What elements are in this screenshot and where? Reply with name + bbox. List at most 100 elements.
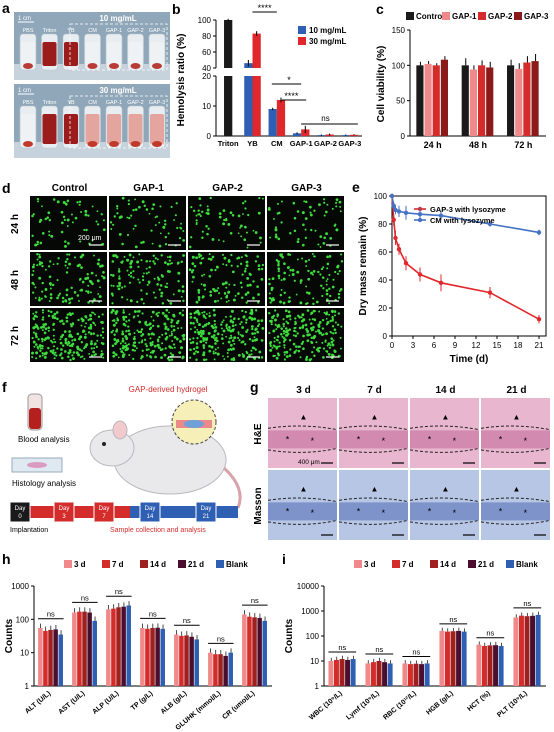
- cell-dot: [80, 266, 83, 270]
- cell-dot: [223, 256, 227, 260]
- legend-swatch: [506, 560, 514, 568]
- cell-dot: [174, 214, 177, 217]
- cell-dot: [329, 237, 333, 240]
- triangle-marker: ▲: [513, 413, 521, 422]
- series-line: [391, 195, 540, 234]
- cell-dot: [194, 350, 197, 353]
- timeline-day-number: 7: [102, 514, 106, 520]
- cell-dot: [285, 355, 289, 359]
- cell-dot: [44, 268, 47, 271]
- cell-dot: [33, 314, 37, 318]
- cell-dot: [237, 318, 240, 321]
- x-tick-label: 21: [535, 341, 544, 350]
- cell-dot: [222, 319, 225, 322]
- cell-dot: [195, 256, 199, 260]
- cell-dot: [173, 325, 176, 328]
- cell-dot: [297, 349, 301, 353]
- cell-dot: [245, 231, 248, 234]
- cell-dot: [81, 355, 84, 358]
- legend-label: GAP-3: [524, 12, 549, 21]
- cell-dot: [313, 346, 316, 349]
- triangle-marker: ▲: [442, 413, 450, 422]
- asterisk-marker: *: [357, 435, 361, 445]
- cell-dot: [283, 344, 286, 347]
- cell-dot: [222, 222, 226, 226]
- column-header: GAP-2: [212, 183, 243, 194]
- cell-dot: [333, 350, 337, 353]
- sig-annotation: ns: [115, 587, 123, 596]
- cell-dot: [283, 351, 286, 354]
- sig-annotation: ns: [412, 647, 420, 656]
- bar: [450, 631, 456, 686]
- panel-label-d: d: [2, 180, 11, 196]
- cell-dot: [141, 349, 144, 352]
- blood-analysis-label: Blood analysis: [18, 435, 70, 444]
- cell-dot: [243, 269, 247, 273]
- cell-dot: [82, 329, 85, 333]
- cell-dot: [315, 300, 319, 304]
- cell-dot: [77, 318, 80, 322]
- cell-dot: [181, 313, 185, 317]
- cell-dot: [32, 291, 35, 294]
- cell-dot: [313, 255, 316, 258]
- cell-dot: [339, 288, 343, 291]
- cell-dot: [143, 338, 147, 341]
- tissue-band: [268, 430, 337, 449]
- cell-dot: [189, 341, 193, 345]
- cell-dot: [44, 288, 48, 291]
- cell-dot: [126, 269, 129, 272]
- tube-label: CM: [88, 28, 97, 34]
- cell-dot: [167, 317, 170, 321]
- cell-dot: [205, 341, 208, 344]
- cell-dot: [318, 329, 321, 332]
- x-tick-label: 24 h: [424, 140, 442, 150]
- cell-dot: [301, 257, 304, 260]
- cell-dot: [47, 346, 50, 350]
- cell-dot: [222, 355, 224, 358]
- cell-dot: [61, 296, 65, 300]
- cell-dot: [305, 291, 309, 294]
- cell-dot: [170, 330, 173, 333]
- cell-dot: [102, 356, 105, 359]
- cell-dot: [283, 346, 286, 349]
- cell-dot: [305, 358, 308, 361]
- timeline-day-box: [139, 501, 161, 523]
- cell-dot: [182, 254, 185, 257]
- cell-dot: [34, 323, 37, 326]
- cell-dot: [113, 338, 117, 341]
- cell-dot: [60, 352, 63, 355]
- cell-dot: [151, 242, 154, 245]
- cell-dot: [276, 326, 279, 329]
- cell-dot: [318, 321, 322, 324]
- cell-dot: [65, 271, 69, 274]
- cell-dot: [329, 294, 332, 298]
- tissue-band: [339, 430, 408, 449]
- cell-dot: [241, 201, 245, 205]
- cell-dot: [301, 324, 305, 327]
- cell-dot: [244, 200, 247, 203]
- cell-dot: [269, 344, 272, 348]
- cell-dot: [188, 245, 192, 249]
- cell-dot: [295, 345, 298, 348]
- bar: [126, 605, 131, 686]
- cell-dot: [233, 283, 236, 287]
- cell-dot: [312, 328, 315, 331]
- cell-dot: [66, 313, 69, 316]
- cell-dot: [87, 291, 90, 294]
- bar: [150, 627, 155, 686]
- cell-dot: [310, 228, 313, 232]
- cell-dot: [48, 265, 51, 268]
- cell-dot: [310, 326, 313, 330]
- cell-dot: [88, 279, 92, 283]
- cell-dot: [140, 340, 144, 344]
- x-tick-label: WBC (10⁹/L): [308, 690, 344, 721]
- cell-dot: [164, 347, 167, 350]
- cell-dot: [304, 228, 307, 231]
- cell-dot: [293, 229, 297, 233]
- cell-dot: [245, 264, 249, 268]
- cell-dot: [311, 318, 314, 321]
- cell-dot: [189, 328, 192, 331]
- x-tick-label: GAP-3: [338, 139, 361, 148]
- cell-dot: [213, 358, 216, 361]
- cell-dot: [38, 355, 42, 358]
